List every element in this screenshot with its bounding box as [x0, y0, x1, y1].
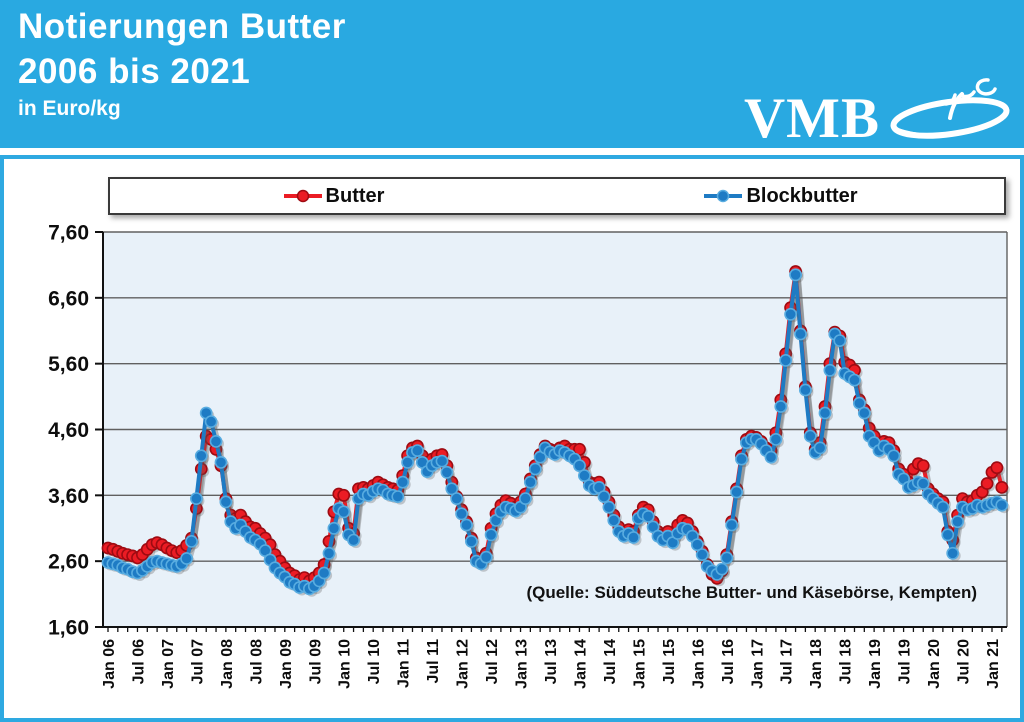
gridlines: [103, 231, 1007, 562]
svg-text:4,60: 4,60: [48, 419, 89, 442]
title-line-2: 2006 bis 2021: [18, 52, 251, 91]
svg-text:Jul 09: Jul 09: [307, 639, 324, 684]
title-line-1: Notierungen Butter: [18, 7, 346, 46]
svg-text:Jan 21: Jan 21: [985, 639, 1002, 689]
butter-series-marker-icon: [283, 189, 322, 203]
svg-text:Jul 17: Jul 17: [779, 639, 796, 684]
x-axis: Jan 06 Jul 06 Jan 07 Jul 07 Jan 08 Jul 08 Jan …: [101, 627, 1003, 689]
svg-text:Jul 07: Jul 07: [189, 639, 206, 684]
svg-text:Jan 12: Jan 12: [455, 639, 472, 689]
svg-text:7,60: 7,60: [48, 222, 89, 245]
svg-text:Jul 06: Jul 06: [130, 639, 147, 684]
svg-text:Jul 08: Jul 08: [248, 639, 265, 684]
legend-label-blockbutter: Blockbutter: [746, 184, 858, 207]
chart-panel: Butter Blockbutter 7,60 6,60 5,60 4,60 3,60 2…: [0, 155, 1024, 722]
svg-text:5,60: 5,60: [48, 353, 89, 376]
svg-text:Jan 10: Jan 10: [337, 639, 354, 689]
vmb-logo: VMB: [744, 72, 1018, 148]
svg-text:Jan 16: Jan 16: [690, 639, 707, 689]
svg-text:Jan 20: Jan 20: [926, 639, 943, 689]
svg-text:Jul 15: Jul 15: [661, 639, 678, 684]
title-unit: in Euro/kg: [18, 97, 121, 120]
legend-item-blockbutter: Blockbutter: [557, 185, 1004, 208]
price-chart: 7,60 6,60 5,60 4,60 3,60 2,60 1,60 Jan 06 Jul 06…: [48, 222, 1010, 689]
series-blockbutter: [101, 268, 1010, 597]
svg-text:Jul 18: Jul 18: [838, 639, 855, 684]
svg-text:3,60: 3,60: [48, 485, 89, 508]
svg-text:Jan 13: Jan 13: [514, 639, 531, 689]
svg-text:Jan 15: Jan 15: [631, 639, 648, 689]
svg-text:Jul 14: Jul 14: [602, 639, 619, 684]
vmb-logo-swoosh-icon: [890, 78, 1010, 139]
blockbutter-series-marker-icon: [704, 189, 743, 203]
svg-text:2,60: 2,60: [48, 551, 89, 574]
page-title: Notierungen Butter 2006 bis 2021 in Euro…: [18, 4, 346, 121]
svg-text:Jul 13: Jul 13: [543, 639, 560, 684]
svg-text:Jan 11: Jan 11: [396, 639, 413, 688]
chart-legend: Butter Blockbutter: [108, 177, 1006, 215]
svg-text:Jan 09: Jan 09: [278, 639, 295, 689]
svg-text:Jan 18: Jan 18: [808, 639, 825, 689]
svg-text:Jul 11: Jul 11: [425, 639, 442, 684]
legend-item-butter: Butter: [110, 185, 557, 208]
y-axis: 7,60 6,60 5,60 4,60 3,60 2,60 1,60: [48, 222, 103, 640]
svg-text:Jan 17: Jan 17: [749, 639, 766, 689]
svg-text:Jul 20: Jul 20: [956, 639, 973, 684]
svg-text:Jan 06: Jan 06: [101, 639, 118, 689]
svg-text:Jul 19: Jul 19: [897, 639, 914, 684]
svg-text:Jan 14: Jan 14: [572, 639, 589, 689]
svg-text:Jul 12: Jul 12: [484, 639, 501, 684]
svg-text:Jan 07: Jan 07: [160, 639, 177, 689]
legend-label-butter: Butter: [325, 184, 385, 207]
source-note: (Quelle: Süddeutsche Butter- und Käsebör…: [526, 583, 977, 602]
header: Notierungen Butter 2006 bis 2021 in Euro…: [0, 0, 1024, 148]
svg-text:Jul 16: Jul 16: [720, 639, 737, 684]
svg-text:Jul 10: Jul 10: [366, 639, 383, 684]
svg-text:Jan 19: Jan 19: [867, 639, 884, 689]
svg-text:Jan 08: Jan 08: [219, 639, 236, 689]
vmb-logo-text: VMB: [744, 87, 880, 150]
svg-text:6,60: 6,60: [48, 287, 89, 310]
svg-text:1,60: 1,60: [48, 617, 89, 640]
